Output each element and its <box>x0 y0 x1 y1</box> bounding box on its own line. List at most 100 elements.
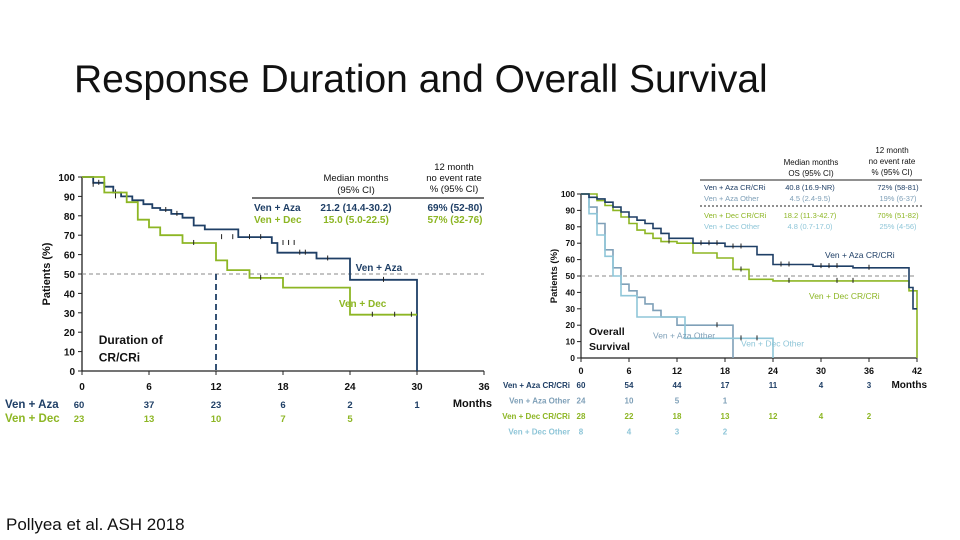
left-x-tick-label: 24 <box>344 382 356 393</box>
right-x-tick-label: 42 <box>912 366 922 376</box>
right-table-rate: 19% (6-37) <box>879 194 917 203</box>
right-x-tick-label: 18 <box>720 366 730 376</box>
left-y-tick-label: 50 <box>64 270 76 281</box>
left-y-tick-label: 100 <box>58 173 75 184</box>
left-x-tick-label: 0 <box>79 382 85 393</box>
right-at-risk-value: 13 <box>721 412 730 421</box>
right-at-risk-value: 8 <box>579 428 584 437</box>
right-table-rate: 70% (51-82) <box>877 211 919 220</box>
right-y-tick-label: 90 <box>566 205 576 215</box>
left-at-risk-value: 13 <box>144 414 155 425</box>
right-at-risk-value: 2 <box>867 412 872 421</box>
left-at-risk-value: 7 <box>280 414 285 425</box>
right-table-rate: 25% (4-56) <box>879 222 917 231</box>
left-table-series: Ven + Dec <box>254 215 302 226</box>
right-series-label: Ven + Dec CR/CRi <box>809 291 880 301</box>
left-table-rate: 69% (52-80) <box>427 203 482 214</box>
left-table-header-median: (95% CI) <box>337 185 374 196</box>
right-series-label: Ven + Aza CR/CRi <box>825 250 895 260</box>
right-at-risk-value: 5 <box>675 397 680 406</box>
left-table-median: 21.2 (14.4-30.2) <box>320 203 391 214</box>
right-table-header-median: OS (95% CI) <box>788 169 834 178</box>
left-at-risk-value: 5 <box>347 414 353 425</box>
right-at-risk-value: 2 <box>723 428 728 437</box>
right-y-tick-label: 20 <box>566 320 576 330</box>
right-at-risk-label: Ven + Aza Other <box>509 397 570 406</box>
right-table-median: 4.8 (0.7-17.0) <box>787 222 833 231</box>
left-x-axis-label: Months <box>453 398 492 410</box>
left-y-tick-label: 0 <box>69 367 75 378</box>
right-at-risk-value: 22 <box>625 412 634 421</box>
left-table-header-rate: % (95% CI) <box>430 184 479 195</box>
right-y-tick-label: 30 <box>566 304 576 314</box>
left-at-risk-value: 1 <box>414 400 420 411</box>
left-at-risk-value: 23 <box>211 400 222 411</box>
left-y-axis-label: Patients (%) <box>41 242 53 305</box>
right-series-line <box>581 193 918 358</box>
left-annotation: CR/CRi <box>99 350 140 364</box>
right-series-label: Ven + Dec Other <box>741 339 804 349</box>
left-x-tick-label: 12 <box>210 382 222 393</box>
left-table-header-rate: no event rate <box>426 173 481 184</box>
right-table-header-rate: 12 month <box>875 146 908 155</box>
right-y-tick-label: 70 <box>566 238 576 248</box>
right-y-axis-label: Patients (%) <box>549 249 560 303</box>
right-table-rate: 72% (58-81) <box>877 183 919 192</box>
right-at-risk-value: 10 <box>625 397 634 406</box>
right-at-risk-value: 12 <box>769 412 778 421</box>
right-series-line <box>581 193 917 310</box>
left-table-median: 15.0 (5.0-22.5) <box>323 215 389 226</box>
right-x-axis-label: Months <box>891 380 927 391</box>
left-y-tick-label: 60 <box>64 251 76 262</box>
right-at-risk-label: Ven + Dec Other <box>508 428 570 437</box>
left-x-tick-label: 36 <box>478 382 490 393</box>
right-at-risk-value: 3 <box>867 381 872 390</box>
left-series-label: Ven + Aza <box>356 263 403 274</box>
right-at-risk-value: 1 <box>723 397 728 406</box>
left-table-series: Ven + Aza <box>254 203 301 214</box>
left-at-risk-value: 60 <box>74 400 85 411</box>
left-table-header-median: Median months <box>324 173 389 184</box>
right-table-header-median: Median months <box>784 158 839 167</box>
left-at-risk-value: 10 <box>211 414 222 425</box>
right-annotation: Overall <box>589 326 625 338</box>
right-y-tick-label: 60 <box>566 255 576 265</box>
left-annotation: Duration of <box>99 333 164 347</box>
right-table-header-rate: % (95% CI) <box>872 168 913 177</box>
left-table-header-rate: 12 month <box>434 162 474 173</box>
right-at-risk-value: 17 <box>721 381 730 390</box>
right-table-series: Ven + Dec CR/CRi <box>704 211 767 220</box>
right-x-tick-label: 36 <box>864 366 874 376</box>
right-at-risk-value: 60 <box>577 381 586 390</box>
right-table-median: 4.5 (2.4-9.5) <box>790 194 831 203</box>
right-x-tick-label: 0 <box>578 366 583 376</box>
left-at-risk-label: Ven + Dec <box>5 413 60 425</box>
right-y-tick-label: 0 <box>570 353 575 363</box>
left-x-tick-label: 18 <box>277 382 289 393</box>
right-at-risk-label: Ven + Dec CR/CRi <box>502 412 570 421</box>
left-y-tick-label: 90 <box>64 192 76 203</box>
right-at-risk-value: 24 <box>577 397 586 406</box>
left-x-tick-label: 6 <box>146 382 152 393</box>
right-x-tick-label: 6 <box>626 366 631 376</box>
left-y-tick-label: 40 <box>64 289 76 300</box>
left-series-line <box>82 176 417 316</box>
right-table-series: Ven + Dec Other <box>704 222 760 231</box>
left-at-risk-value: 37 <box>144 400 155 411</box>
right-at-risk-value: 4 <box>819 412 824 421</box>
right-table-series: Ven + Aza CR/CRi <box>704 183 766 192</box>
left-y-tick-label: 20 <box>64 328 76 339</box>
left-at-risk-value: 23 <box>74 414 85 425</box>
right-table-header-rate: no event rate <box>869 157 916 166</box>
right-y-tick-label: 80 <box>566 222 576 232</box>
right-at-risk-value: 4 <box>819 381 824 390</box>
right-y-tick-label: 40 <box>566 287 576 297</box>
left-y-tick-label: 80 <box>64 212 76 223</box>
left-series-label: Ven + Dec <box>339 299 387 310</box>
right-y-tick-label: 10 <box>566 337 576 347</box>
right-y-tick-label: 100 <box>561 189 575 199</box>
right-at-risk-value: 44 <box>673 381 682 390</box>
left-table-rate: 57% (32-76) <box>427 215 482 226</box>
right-table-median: 40.8 (16.9-NR) <box>785 183 835 192</box>
right-at-risk-value: 28 <box>577 412 586 421</box>
